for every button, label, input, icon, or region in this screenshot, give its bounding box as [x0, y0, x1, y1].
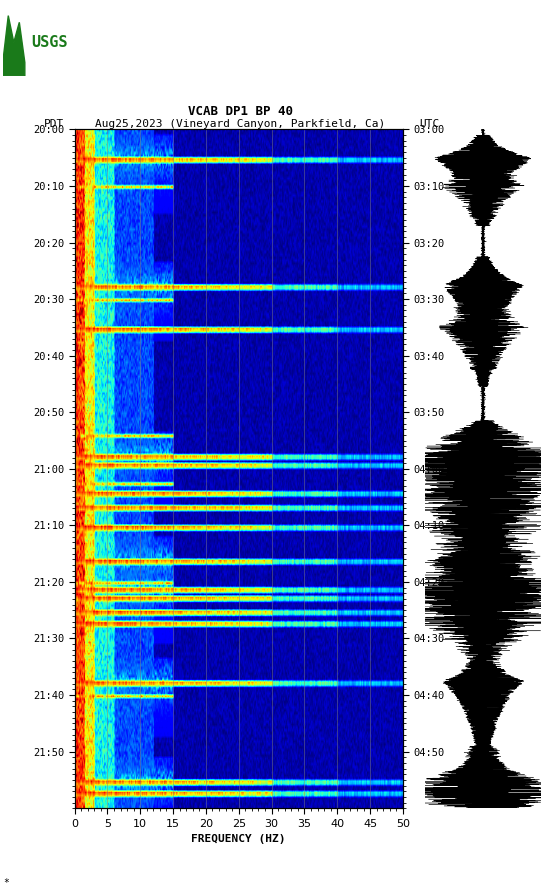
Text: Aug25,2023 (Vineyard Canyon, Parkfield, Ca): Aug25,2023 (Vineyard Canyon, Parkfield, … — [95, 120, 385, 129]
X-axis label: FREQUENCY (HZ): FREQUENCY (HZ) — [192, 834, 286, 844]
Text: PDT: PDT — [44, 120, 65, 129]
Text: *: * — [3, 878, 9, 888]
Text: UTC: UTC — [420, 120, 440, 129]
Text: VCAB DP1 BP 40: VCAB DP1 BP 40 — [188, 104, 293, 118]
Polygon shape — [3, 16, 25, 76]
Text: USGS: USGS — [31, 35, 68, 50]
